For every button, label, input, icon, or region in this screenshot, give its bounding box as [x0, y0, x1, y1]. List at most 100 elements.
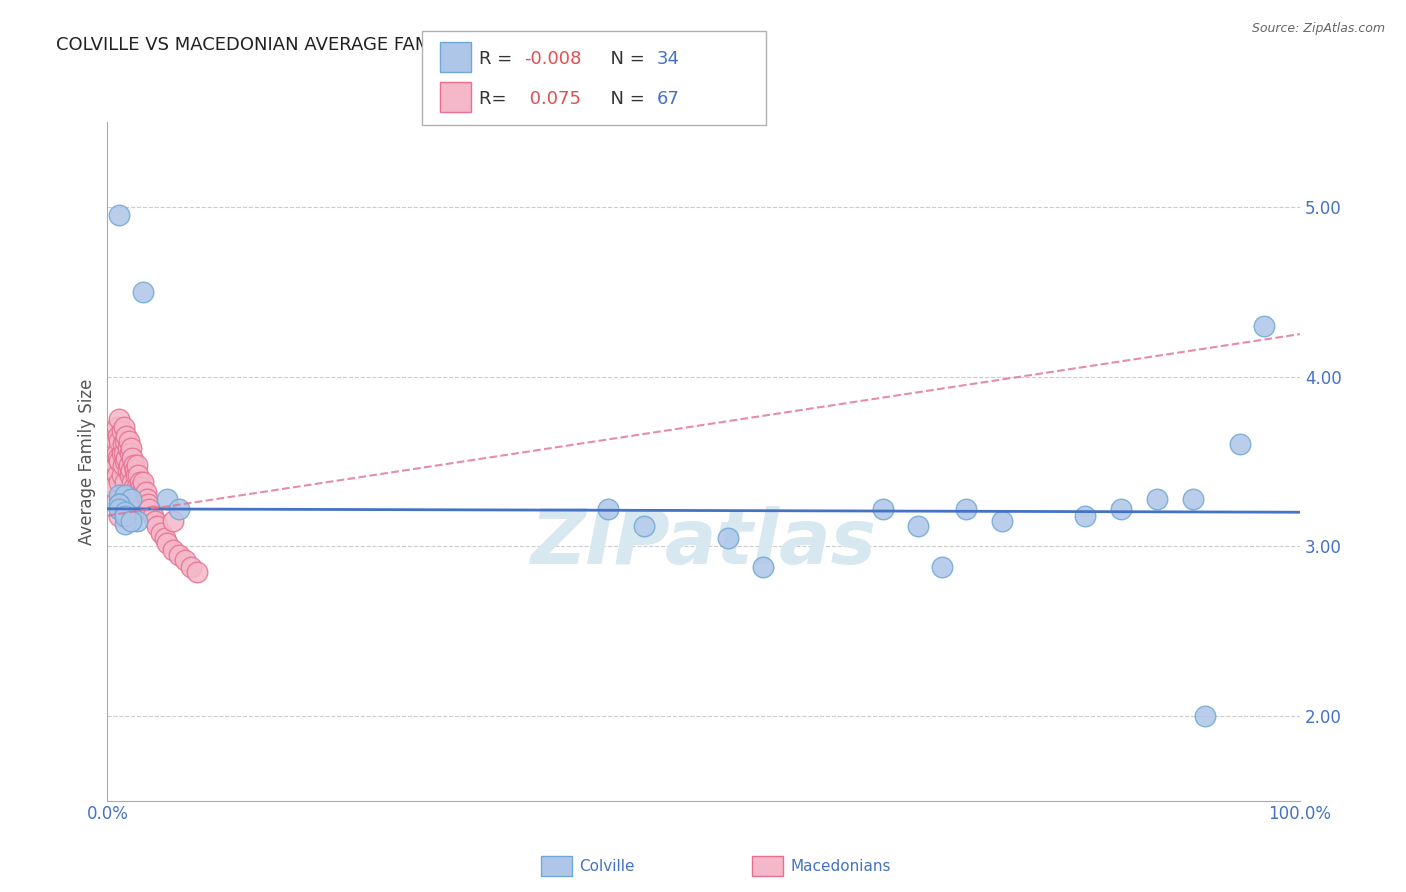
Point [114, 505, 136, 519]
Point [108, 497, 131, 511]
Point [118, 434, 141, 448]
Point [135, 484, 157, 499]
Point [111, 458, 134, 472]
Point [143, 514, 166, 528]
Point [103, 480, 125, 494]
Point [1194, 708, 1216, 723]
Point [112, 446, 135, 460]
Point [114, 475, 136, 489]
Point [118, 446, 141, 460]
Point [716, 531, 738, 545]
Text: R=: R= [479, 90, 513, 108]
Point [121, 450, 143, 465]
Text: Macedonians: Macedonians [790, 859, 890, 873]
Point [108, 501, 131, 516]
Point [162, 542, 184, 557]
Point [114, 517, 136, 532]
Point [104, 434, 127, 448]
Point [1074, 508, 1097, 523]
Point [124, 463, 146, 477]
Point [114, 488, 136, 502]
Point [112, 420, 135, 434]
Point [108, 491, 131, 506]
Text: Source: ZipAtlas.com: Source: ZipAtlas.com [1251, 22, 1385, 36]
Point [174, 552, 197, 566]
Point [108, 488, 131, 502]
Point [120, 508, 142, 523]
Point [907, 518, 929, 533]
Point [138, 501, 160, 516]
Point [1109, 501, 1132, 516]
Point [136, 497, 159, 511]
Point [105, 467, 128, 482]
Point [135, 491, 157, 506]
Point [108, 412, 131, 426]
Point [146, 518, 169, 533]
Point [114, 434, 136, 448]
Point [132, 475, 155, 489]
Text: -0.008: -0.008 [524, 51, 582, 69]
Point [132, 285, 155, 299]
Point [1253, 318, 1275, 333]
Point [117, 441, 139, 455]
Point [111, 437, 134, 451]
Point [128, 475, 150, 489]
Text: R =: R = [479, 51, 519, 69]
Point [111, 424, 134, 438]
Point [1146, 491, 1168, 506]
Point [120, 514, 142, 528]
Text: 34: 34 [657, 51, 679, 69]
Point [120, 441, 142, 455]
Point [186, 565, 208, 579]
Point [167, 548, 190, 562]
Point [118, 467, 141, 482]
Point [114, 508, 136, 523]
Text: ZIPatlas: ZIPatlas [530, 506, 877, 580]
Point [156, 535, 179, 549]
Text: Colville: Colville [579, 859, 634, 873]
Text: COLVILLE VS MACEDONIAN AVERAGE FAMILY SIZE CORRELATION CHART: COLVILLE VS MACEDONIAN AVERAGE FAMILY SI… [56, 36, 700, 54]
Point [120, 491, 142, 506]
Point [162, 514, 184, 528]
Point [108, 434, 131, 448]
Point [107, 450, 129, 465]
Point [156, 491, 179, 506]
Point [118, 458, 141, 472]
Text: 0.075: 0.075 [524, 90, 582, 108]
Point [752, 559, 775, 574]
Point [1229, 437, 1251, 451]
Point [120, 463, 142, 477]
Point [633, 518, 655, 533]
Point [121, 475, 143, 489]
Point [107, 429, 129, 443]
Point [108, 208, 131, 222]
Point [150, 525, 173, 540]
Point [115, 429, 138, 443]
Point [129, 480, 152, 494]
Point [132, 497, 155, 511]
Point [153, 531, 176, 545]
Point [103, 463, 125, 477]
Point [117, 463, 139, 477]
Point [111, 446, 134, 460]
Text: N =: N = [599, 51, 651, 69]
Point [108, 497, 131, 511]
Point [108, 475, 131, 489]
Point [127, 480, 149, 494]
Point [180, 559, 202, 574]
Point [108, 454, 131, 468]
Text: N =: N = [599, 90, 651, 108]
Point [131, 484, 153, 499]
Point [115, 450, 138, 465]
Y-axis label: Average Family Size: Average Family Size [79, 378, 96, 544]
Point [127, 514, 149, 528]
Point [122, 480, 145, 494]
Point [111, 467, 134, 482]
Point [105, 446, 128, 460]
Point [104, 458, 127, 472]
Point [124, 484, 146, 499]
Point [127, 467, 149, 482]
Point [122, 458, 145, 472]
Point [114, 454, 136, 468]
Point [167, 501, 190, 516]
